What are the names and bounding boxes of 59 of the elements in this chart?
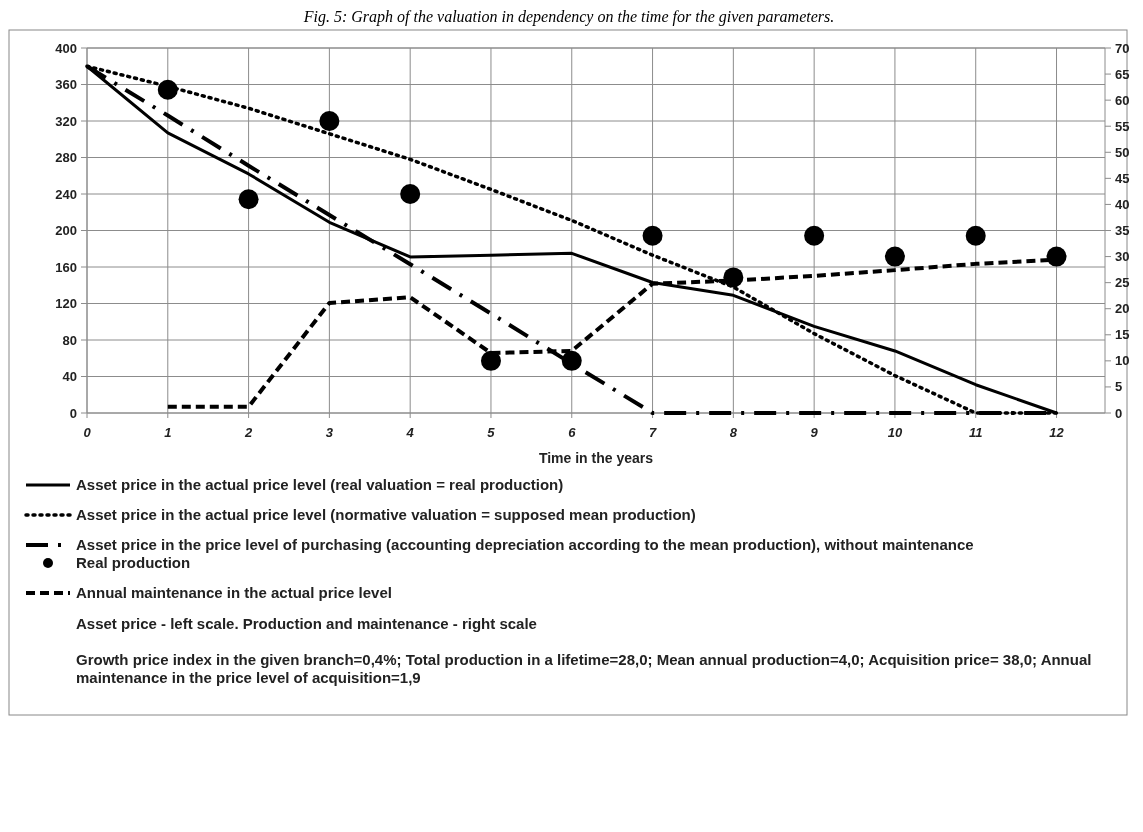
point <box>884 246 905 267</box>
point <box>157 79 178 100</box>
y2-tick-label: 40 <box>1115 196 1130 212</box>
x-axis-title: Time in the years <box>538 450 654 466</box>
y2-tick-label: 30 <box>1115 249 1130 265</box>
y-tick-label: 240 <box>55 186 77 202</box>
y-tick-label: 40 <box>62 369 77 385</box>
legend-label: Asset price in the price level of purchasing (accounting depreciation according to the mean production), without maintenance <box>76 536 974 554</box>
y-tick-label: 280 <box>55 150 77 166</box>
y-tick-label: 200 <box>55 223 77 239</box>
y2-tick-label: 25 <box>1115 275 1130 291</box>
x-tick-label: 10 <box>887 425 903 440</box>
x-tick-label: 7 <box>648 425 657 440</box>
legend-label: Annual maintenance in the actual price level <box>76 584 392 602</box>
point <box>965 225 986 246</box>
x-tick-label: 8 <box>729 425 738 440</box>
text: Asset price - left scale. Production and maintenance - right scale <box>76 615 537 632</box>
y2-tick-label: 35 <box>1115 223 1130 239</box>
y2-tick-label: 60 <box>1115 92 1130 108</box>
x-tick-label: 5 <box>487 425 496 440</box>
legend-label: Asset price in the actual price level (real valuation = real production) <box>76 476 564 494</box>
y-tick-label: 120 <box>55 296 77 312</box>
y2-tick-label: 50 <box>1115 144 1130 160</box>
y-tick-label: 320 <box>55 113 77 129</box>
x-tick-label: 4 <box>405 425 415 440</box>
text: Growth price index in the given branch=0,4%; Total production in a lifetime=28,0; Mean annual production=4,0; Acquisition price= 38,0; Annual maintenance in the price level of acquisition=1,9 <box>76 651 1092 686</box>
point <box>642 225 663 246</box>
y2-tick-label: 65 <box>1115 66 1130 82</box>
y2-tick-label: 0 <box>1115 405 1123 421</box>
y2-tick-label: 10 <box>1115 353 1130 369</box>
y2-tick-label: 5 <box>1115 379 1123 395</box>
x-tick-label: 1 <box>164 425 172 440</box>
y2-tick-label: 45 <box>1115 170 1130 186</box>
x-tick-label: 11 <box>968 425 983 440</box>
point <box>400 184 421 204</box>
y-tick-label: 400 <box>55 40 77 56</box>
y-tick-label: 80 <box>62 332 77 348</box>
y-tick-label: 360 <box>55 77 77 93</box>
legend-label: Asset price in the actual price level (normative valuation = supposed mean production) <box>76 506 696 524</box>
point <box>319 111 340 131</box>
legend-label: Real production <box>76 554 191 572</box>
y2-tick-label: 15 <box>1115 327 1130 343</box>
point <box>1046 246 1067 267</box>
x-tick-label: 9 <box>810 425 819 440</box>
x-tick-label: 3 <box>325 425 334 440</box>
chart-title: Fig. 5: Graph of the valuation in dependency on the time for the given parameters. <box>302 8 835 26</box>
y2-tick-label: 55 <box>1115 118 1130 134</box>
point <box>561 350 582 371</box>
point <box>804 225 825 246</box>
x-tick-label: 6 <box>568 425 577 440</box>
x-tick-label: 12 <box>1049 425 1065 440</box>
point <box>238 189 259 210</box>
y2-tick-label: 20 <box>1115 301 1130 317</box>
y-tick-label: 0 <box>69 405 77 421</box>
y-tick-label: 160 <box>55 259 77 275</box>
y2-tick-label: 70 <box>1115 40 1130 56</box>
point <box>480 350 501 371</box>
x-tick-label: 2 <box>243 425 253 440</box>
x-tick-label: 0 <box>83 425 92 440</box>
